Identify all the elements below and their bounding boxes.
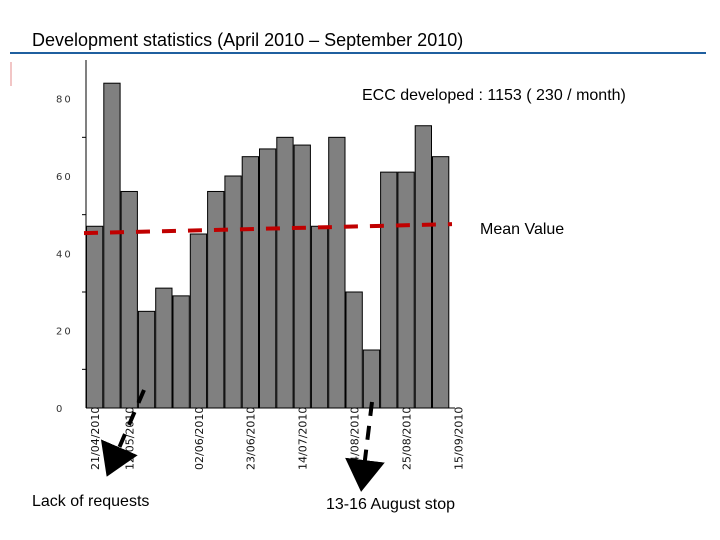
bar xyxy=(189,233,208,409)
x-tick-label: 14/07/2010 xyxy=(297,407,310,470)
bar xyxy=(224,175,242,409)
stop-arrow xyxy=(345,401,385,492)
bar xyxy=(345,291,363,409)
bar xyxy=(328,136,346,409)
bar xyxy=(380,171,398,409)
bar xyxy=(293,144,311,409)
mean-value-line xyxy=(83,222,453,236)
y-tick-label: 20 xyxy=(56,327,73,338)
slide-title: Development statistics (April 2010 – Sep… xyxy=(32,30,464,50)
x-tick-label: 21/04/2010 xyxy=(89,407,102,470)
bar xyxy=(86,225,104,409)
bar xyxy=(432,156,450,409)
bar xyxy=(120,190,138,409)
x-tick-label: 04/08/2010 xyxy=(349,407,362,470)
x-tick-label: 23/06/2010 xyxy=(245,407,258,470)
bar xyxy=(276,136,294,409)
bar xyxy=(397,171,415,409)
ecc-total-annotation: ECC developed : 1153 ( 230 / month) xyxy=(362,87,626,104)
title-divider xyxy=(10,52,706,54)
lack-arrow xyxy=(100,389,146,477)
y-tick-label: 0 xyxy=(56,404,64,415)
y-tick-label: 40 xyxy=(56,249,73,260)
bar xyxy=(172,295,190,409)
x-tick-label: 15/09/2010 xyxy=(452,407,465,470)
mean-value-label: Mean Value xyxy=(480,221,564,238)
bar xyxy=(241,156,259,409)
decorative-mark xyxy=(10,62,12,86)
bar xyxy=(414,125,433,409)
x-tick-label: 25/08/2010 xyxy=(400,407,413,470)
y-ticks: 0 20 40 60 80 xyxy=(56,95,86,415)
bar xyxy=(155,287,173,409)
lack-of-requests-annotation: Lack of requests xyxy=(32,493,149,510)
bar xyxy=(310,225,329,409)
x-tick-label: 02/06/2010 xyxy=(193,407,206,470)
x-ticks: 21/04/2010 12/05/2010 02/06/2010 23/06/2010… xyxy=(89,407,465,470)
bar xyxy=(207,190,225,409)
august-stop-annotation: 13-16 August stop xyxy=(326,496,455,513)
y-tick-label: 60 xyxy=(56,172,73,183)
y-tick-label: 80 xyxy=(56,95,73,106)
bar xyxy=(103,82,121,409)
bar xyxy=(259,148,277,409)
bars xyxy=(86,82,450,409)
bar xyxy=(362,349,381,409)
